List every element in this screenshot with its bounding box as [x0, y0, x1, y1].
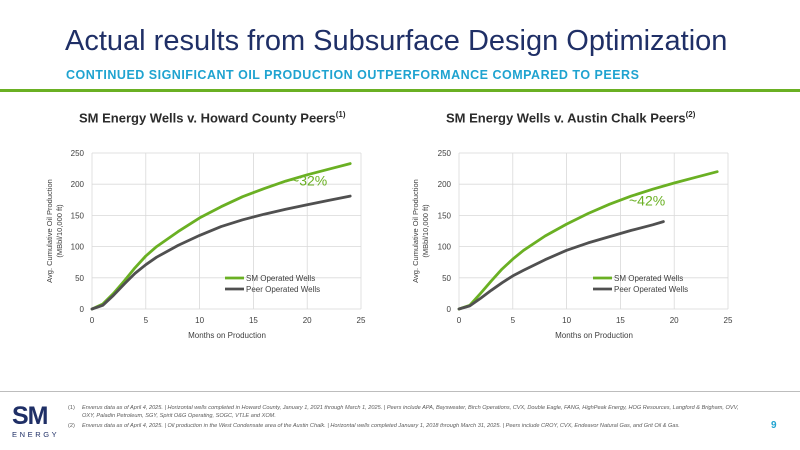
x-tick-label: 20 [670, 316, 679, 325]
x-tick-label: 15 [616, 316, 625, 325]
x-tick-label: 0 [457, 316, 462, 325]
page-title: Actual results from Subsurface Design Op… [65, 25, 728, 57]
footnote-number: (2) [68, 423, 75, 429]
outperformance-annotation: ~32% [291, 172, 327, 188]
chart-title-howard: SM Energy Wells v. Howard County Peers(1… [79, 110, 346, 126]
page-subtitle: CONTINUED SIGNIFICANT OIL PRODUCTION OUT… [66, 68, 640, 82]
y-tick-label: 100 [71, 243, 85, 252]
x-tick-label: 10 [562, 316, 571, 325]
footnotes: (1) Enverus data as of April 4, 2025. | … [68, 404, 748, 432]
footnote-text: Enverus data as of April 4, 2025. | Oil … [82, 423, 680, 429]
x-tick-label: 0 [90, 316, 95, 325]
footnote-number: (1) [68, 405, 75, 411]
y-tick-label: 150 [71, 211, 85, 220]
x-tick-label: 5 [511, 316, 516, 325]
x-tick-label: 15 [249, 316, 258, 325]
legend-label: Peer Operated Wells [246, 285, 320, 294]
x-axis-label: Months on Production [188, 331, 266, 340]
y-axis-label: Avg. Cumulative Oil Production [411, 179, 420, 283]
y-tick-label: 100 [438, 243, 452, 252]
footnote-text: Enverus data as of April 4, 2025. | Hori… [82, 405, 739, 419]
howard-county-chart: 0 50 100 150 200 250 0 5 10 15 20 25 Months on Produ… [45, 149, 366, 340]
austin-chalk-chart: 0 50 100 150 200 250 0 5 10 15 20 25 Months on Produ… [411, 149, 733, 340]
footnote-1: (1) Enverus data as of April 4, 2025. | … [68, 404, 748, 420]
y-tick-label: 50 [75, 274, 84, 283]
footnote-2: (2) Enverus data as of April 4, 2025. | … [68, 422, 748, 430]
x-tick-label: 20 [303, 316, 312, 325]
y-tick-label: 150 [438, 211, 452, 220]
x-tick-label: 5 [144, 316, 149, 325]
peer-operated-wells-line [457, 220, 665, 311]
header-divider [0, 89, 800, 92]
company-logo: SM ENERGY [12, 402, 60, 439]
x-axis-label: Months on Production [555, 331, 633, 340]
legend-label: Peer Operated Wells [614, 285, 688, 294]
peer-operated-wells-line [90, 194, 352, 311]
page-number: 9 [771, 420, 777, 431]
legend-label: SM Operated Wells [246, 274, 315, 283]
y-tick-label: 0 [447, 305, 452, 314]
x-tick-label: 10 [195, 316, 204, 325]
y-tick-label: 250 [438, 149, 452, 158]
legend-label: SM Operated Wells [614, 274, 683, 283]
x-tick-label: 25 [357, 316, 366, 325]
y-axis-label: Avg. Cumulative Oil Production [45, 179, 54, 283]
logo-sm-text: SM [12, 402, 49, 430]
sm-operated-wells-line [457, 170, 719, 311]
y-tick-label: 200 [71, 180, 85, 189]
y-tick-label: 250 [71, 149, 85, 158]
sm-operated-wells-line [90, 162, 352, 311]
y-axis-label-units: (MBbl/10,000 ft) [421, 204, 430, 258]
y-tick-label: 200 [438, 180, 452, 189]
x-tick-label: 25 [724, 316, 733, 325]
y-axis-label-units: (MBbl/10,000 ft) [55, 204, 64, 258]
chart-title-austin: SM Energy Wells v. Austin Chalk Peers(2) [446, 110, 696, 126]
outperformance-annotation: ~42% [629, 192, 665, 208]
logo-energy-text: ENERGY [12, 430, 60, 439]
footer-divider [0, 391, 800, 392]
y-tick-label: 50 [442, 274, 451, 283]
y-tick-label: 0 [80, 305, 85, 314]
